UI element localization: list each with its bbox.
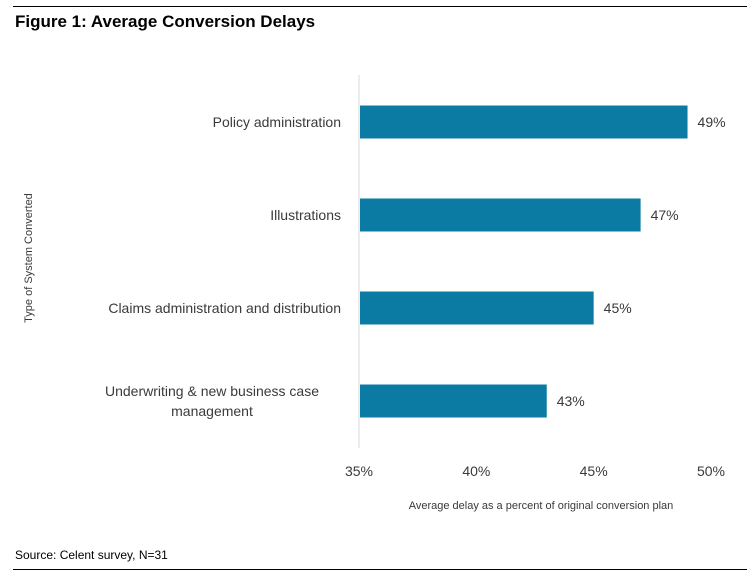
x-tick-label-4: 50% [697,463,725,479]
top-rule [13,6,747,7]
category-label-3: Claims administration and distribution [108,300,341,316]
bars-group [360,105,688,418]
bar-2 [360,198,641,232]
value-label-3: 45% [604,300,632,316]
x-tick-labels-group: 35% 40% 45% 50% [345,463,725,479]
x-axis-label: Average delay as a percent of original c… [409,500,674,512]
value-labels-group: 49% 47% 45% 43% [557,114,726,409]
x-tick-label-2: 40% [462,463,490,479]
y-axis-label: Type of System Converted [23,193,35,323]
value-label-1: 49% [698,114,726,130]
category-label-4: Underwriting & new business case manageme… [105,383,319,419]
source-note: Source: Celent survey, N=31 [15,548,168,562]
x-tick-label-3: 45% [580,463,608,479]
figure-title: Figure 1: Average Conversion Delays [15,12,316,31]
value-label-4: 43% [557,393,585,409]
bar-4 [360,384,547,418]
bottom-rule [13,569,747,570]
value-label-2: 47% [651,207,679,223]
bar-1 [360,105,688,139]
category-label-2: Illustrations [270,207,341,223]
x-tick-label-1: 35% [345,463,373,479]
category-labels-group: Policy administration Illustrations Claims… [105,114,341,419]
category-label-1: Policy administration [213,114,341,130]
bar-3 [360,291,594,325]
